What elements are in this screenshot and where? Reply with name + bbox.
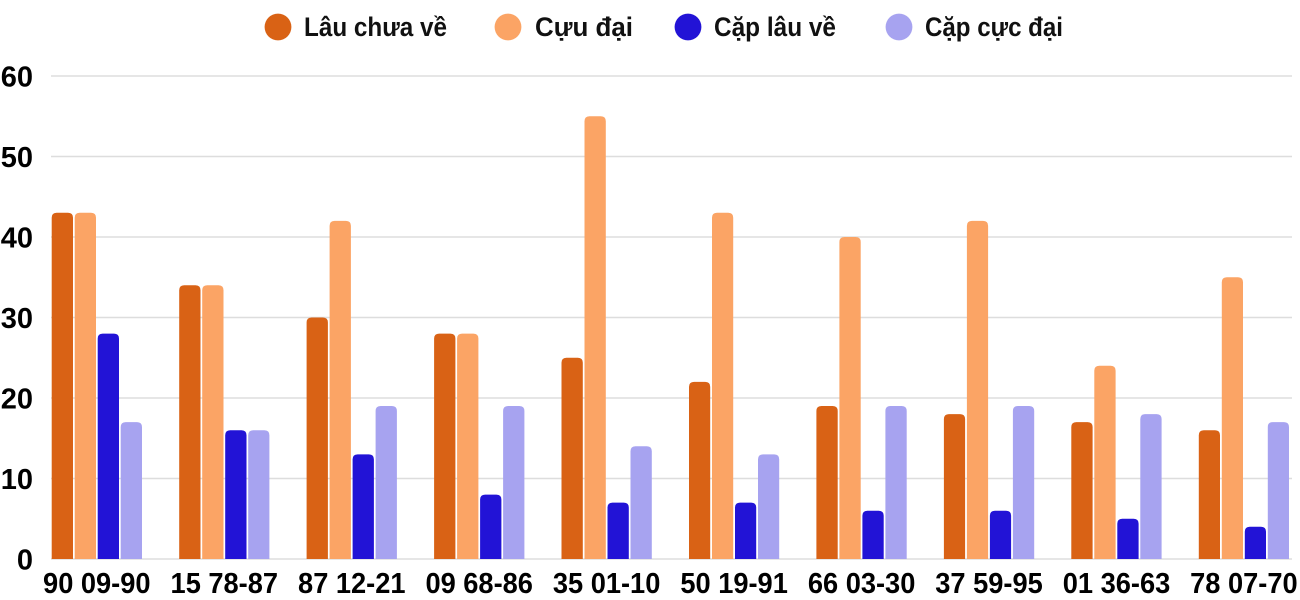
svg-text:50: 50	[1, 142, 33, 174]
svg-text:Cựu đại: Cựu đại	[535, 12, 633, 42]
svg-text:0: 0	[17, 544, 33, 576]
svg-text:35 01-10: 35 01-10	[553, 568, 661, 600]
svg-text:40: 40	[1, 222, 33, 254]
svg-text:Cặp cực đại: Cặp cực đại	[925, 12, 1063, 42]
svg-text:66 03-30: 66 03-30	[808, 568, 916, 600]
svg-text:01 36-63: 01 36-63	[1063, 568, 1171, 600]
svg-text:30: 30	[1, 303, 33, 335]
svg-text:09 68-86: 09 68-86	[425, 568, 533, 600]
svg-text:78 07-70: 78 07-70	[1190, 568, 1298, 600]
svg-text:90 09-90: 90 09-90	[43, 568, 151, 600]
svg-text:87 12-21: 87 12-21	[298, 568, 406, 600]
svg-text:Cặp lâu về: Cặp lâu về	[714, 12, 836, 42]
svg-text:37 59-95: 37 59-95	[935, 568, 1043, 600]
svg-text:Lâu chưa về: Lâu chưa về	[304, 12, 447, 42]
svg-text:20: 20	[1, 383, 33, 415]
svg-text:10: 10	[1, 464, 33, 496]
svg-text:15 78-87: 15 78-87	[171, 568, 279, 600]
svg-text:50 19-91: 50 19-91	[680, 568, 788, 600]
svg-text:60: 60	[1, 61, 33, 93]
